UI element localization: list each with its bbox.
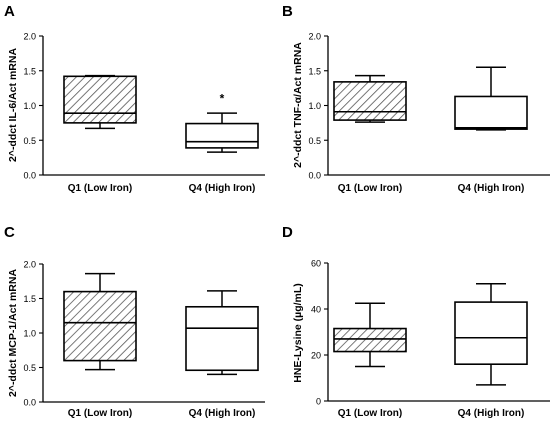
x-tick-label: Q4 (High Iron): [189, 183, 256, 194]
y-tick-label: 1.5: [23, 294, 36, 304]
y-tick-label: 0.5: [308, 136, 321, 146]
x-tick-label: Q1 (Low Iron): [338, 408, 402, 419]
plot-area: 0.0 0.5 1.0 1.5 2.0 Q1 (Low Iron) Q4 (High Iro…: [23, 260, 265, 419]
y-tick-label: 2.0: [308, 32, 321, 42]
x-tick-label: Q1 (Low Iron): [68, 408, 132, 419]
y-tick-label: 60: [311, 259, 321, 269]
plot-area: 0 20 40 60 Q1 (Low Iron) Q4 (High Iron): [311, 259, 550, 419]
y-tick-label: 1.0: [23, 101, 36, 111]
y-tick-label: 0: [316, 397, 321, 407]
x-tick-label: Q1 (Low Iron): [338, 183, 402, 194]
x-tick-label: Q4 (High Iron): [189, 408, 256, 419]
panel-label: B: [282, 3, 293, 20]
y-tick-label: 1.5: [23, 66, 36, 76]
box: [63, 290, 137, 362]
significance-marker: *: [220, 92, 225, 106]
panel-label: C: [4, 224, 15, 241]
box: [63, 75, 137, 124]
y-tick-label: 0.0: [308, 171, 321, 181]
x-tick-label: Q1 (Low Iron): [68, 183, 132, 194]
y-tick-label: 2.0: [23, 32, 36, 42]
panel-b: B 2^-ddct TNF-α/Act mRNA 0.0 0.5 1.0 1.5 2.0…: [282, 3, 550, 194]
x-tick-label: Q4 (High Iron): [458, 183, 525, 194]
panel-a: A 2^-ddct IL-6/Act mRNA 0.0 0.5 1.0 1.5 2.0 Q…: [4, 3, 265, 194]
box: [454, 95, 528, 130]
plot-area: 0.0 0.5 1.0 1.5 2.0 Q1 (Low Iron) Q4 (High Iro…: [308, 32, 550, 194]
y-tick-label: 0.0: [23, 398, 36, 408]
box: [333, 327, 407, 353]
y-tick-label: 40: [311, 305, 321, 315]
x-tick-label: Q4 (High Iron): [458, 408, 525, 419]
panel-label: A: [4, 3, 15, 20]
y-axis-label: 2^-ddct TNF-α/Act mRNA: [292, 42, 304, 168]
y-tick-label: 0.5: [23, 363, 36, 373]
y-tick-label: 1.5: [308, 66, 321, 76]
box: [185, 305, 259, 372]
y-axis-label: HNE-Lysine (µg/mL): [292, 283, 304, 383]
panel-c: C 2^-ddct MCP-1/Act mRNA 0.0 0.5 1.0 1.5 2.0…: [4, 224, 265, 419]
y-tick-label: 0.5: [23, 136, 36, 146]
y-tick-label: 2.0: [23, 260, 36, 270]
box: [454, 301, 528, 366]
panel-label: D: [282, 224, 293, 241]
y-axis-label: 2^-ddct MCP-1/Act mRNA: [7, 269, 19, 397]
plot-area: 0.0 0.5 1.0 1.5 2.0 Q1 (Low Iron) Q4 (High Iro…: [23, 32, 265, 194]
box: [185, 122, 259, 149]
y-tick-label: 20: [311, 351, 321, 361]
box: [333, 81, 407, 121]
y-axis-label: 2^-ddct IL-6/Act mRNA: [7, 48, 19, 162]
y-tick-label: 1.0: [308, 101, 321, 111]
y-tick-label: 0.0: [23, 171, 36, 181]
panel-d: D HNE-Lysine (µg/mL) 0 20 40 60 Q1 (Low Iron…: [282, 224, 550, 419]
y-tick-label: 1.0: [23, 329, 36, 339]
